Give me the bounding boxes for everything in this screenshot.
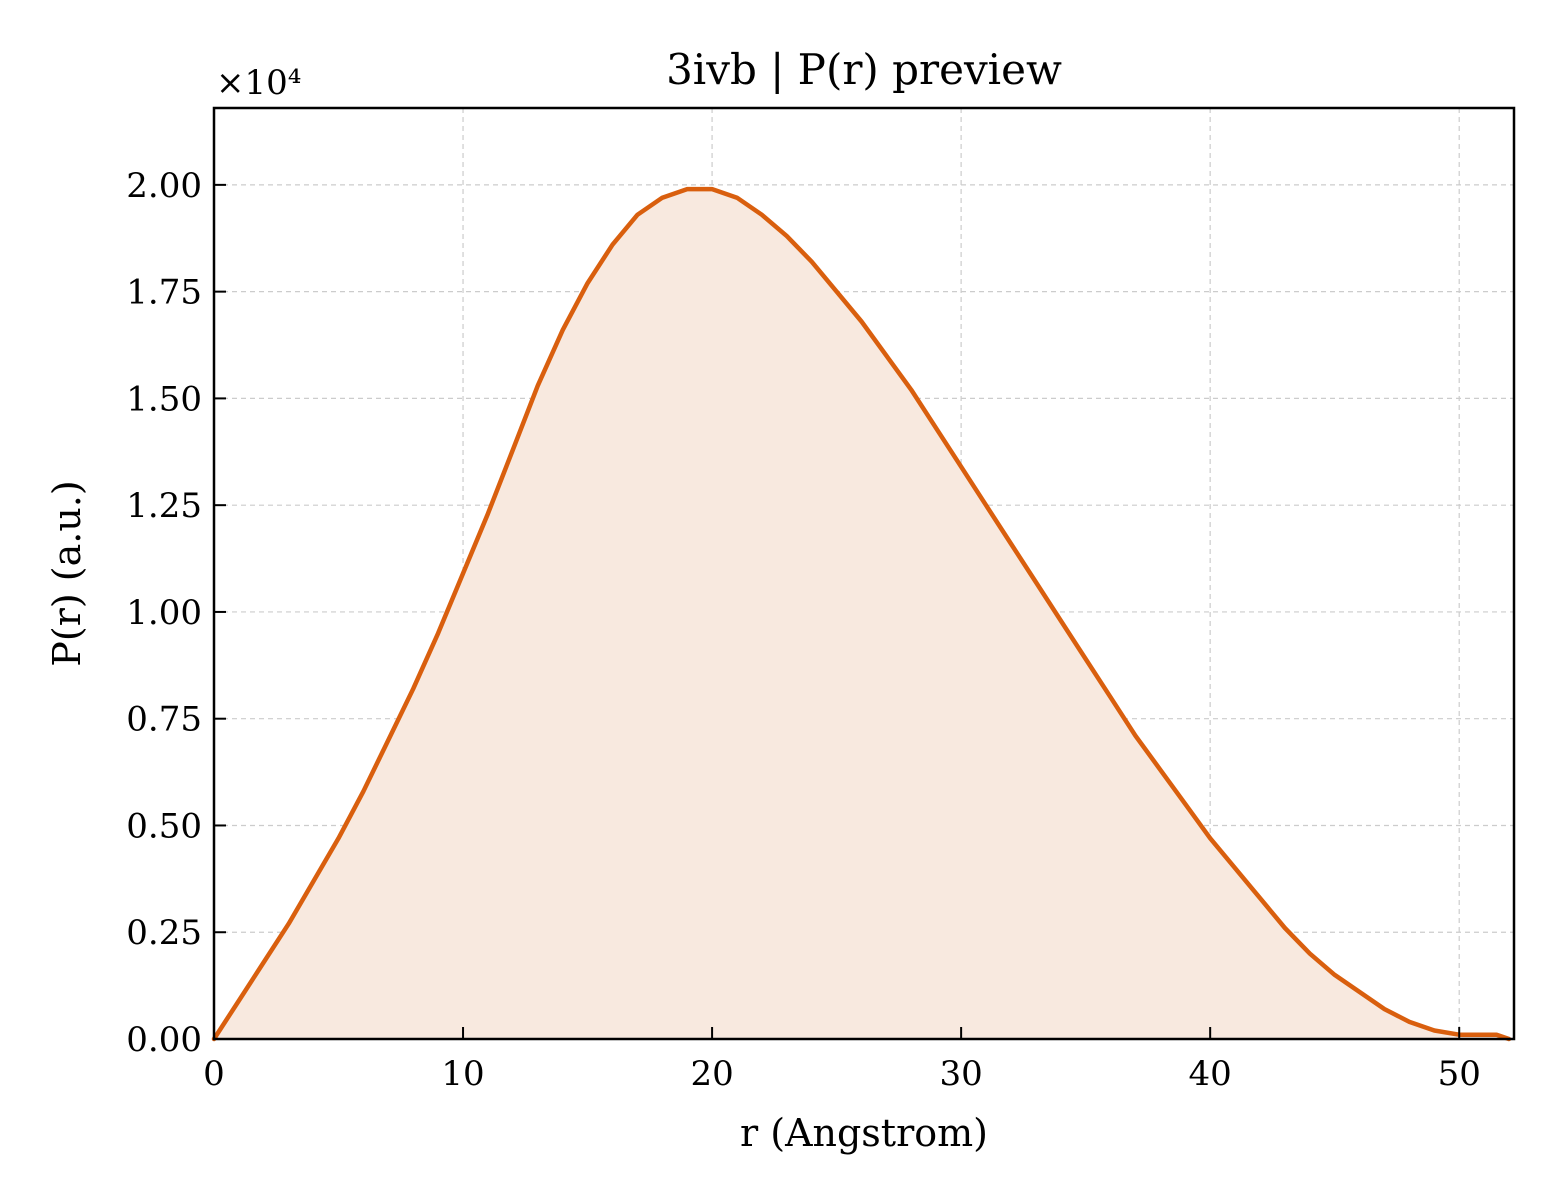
y-axis-label: P(r) (a.u.) [45, 480, 89, 666]
y-tick-label: 0.00 [126, 1020, 202, 1060]
x-tick-label: 0 [203, 1054, 225, 1094]
x-tick-label: 20 [690, 1054, 733, 1094]
y-axis-ticks: 0.00 0.25 0.50 0.75 1.00 1.25 1.50 1.75 2.00 [126, 166, 226, 1060]
plot-frame [212, 106, 1516, 1041]
x-axis-label: r (Angstrom) [740, 1111, 988, 1155]
y-tick-label: 0.50 [126, 806, 202, 846]
x-tick-label: 50 [1438, 1054, 1481, 1094]
y-tick-label: 0.25 [126, 913, 202, 953]
chart-title: 3ivb | P(r) preview [666, 45, 1062, 94]
x-tick-label: 30 [939, 1054, 982, 1094]
area-fill-layer [214, 189, 1509, 1040]
series-area-fill [214, 189, 1509, 1040]
y-tick-label: 1.00 [126, 593, 202, 633]
y-tick-label: 2.00 [126, 166, 202, 206]
x-tick-label: 40 [1189, 1054, 1232, 1094]
series-line-layer [211, 186, 1512, 1042]
y-tick-label: 0.75 [126, 700, 202, 740]
y-axis-offset-label: ×10⁴ [216, 63, 301, 103]
y-tick-label: 1.75 [126, 273, 202, 313]
y-tick-label: 1.25 [126, 486, 202, 526]
x-tick-label: 10 [441, 1054, 484, 1094]
x-axis-ticks: 0 10 20 30 40 50 [203, 1027, 1481, 1094]
y-tick-label: 1.50 [126, 379, 202, 419]
series-line [211, 186, 1512, 1042]
